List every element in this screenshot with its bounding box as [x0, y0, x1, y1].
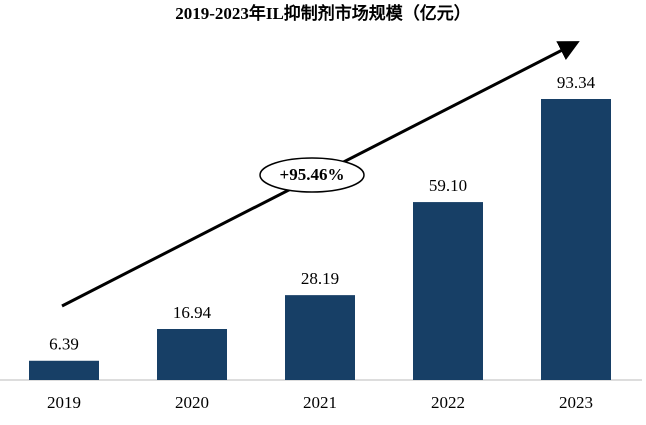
annotation-ellipse	[259, 157, 365, 193]
bar	[285, 295, 355, 380]
bar	[29, 360, 99, 380]
value-label: 59.10	[429, 176, 467, 195]
chart-title: 2019-2023年IL抑制剂市场规模（亿元）	[175, 3, 471, 23]
value-label: 28.19	[301, 269, 339, 288]
x-tick-label: 2022	[431, 393, 465, 412]
value-label: 93.34	[557, 73, 596, 92]
value-label: 16.94	[173, 303, 212, 322]
value-label: 6.39	[49, 335, 79, 354]
x-tick-label: 2019	[47, 393, 81, 412]
bar	[413, 202, 483, 380]
annotation: +95.46%	[280, 165, 345, 184]
x-tick-label: 2023	[559, 393, 593, 412]
bar	[157, 329, 227, 380]
x-tick-label: 2021	[303, 393, 337, 412]
x-tick-label: 2020	[175, 393, 209, 412]
bar	[541, 99, 611, 380]
